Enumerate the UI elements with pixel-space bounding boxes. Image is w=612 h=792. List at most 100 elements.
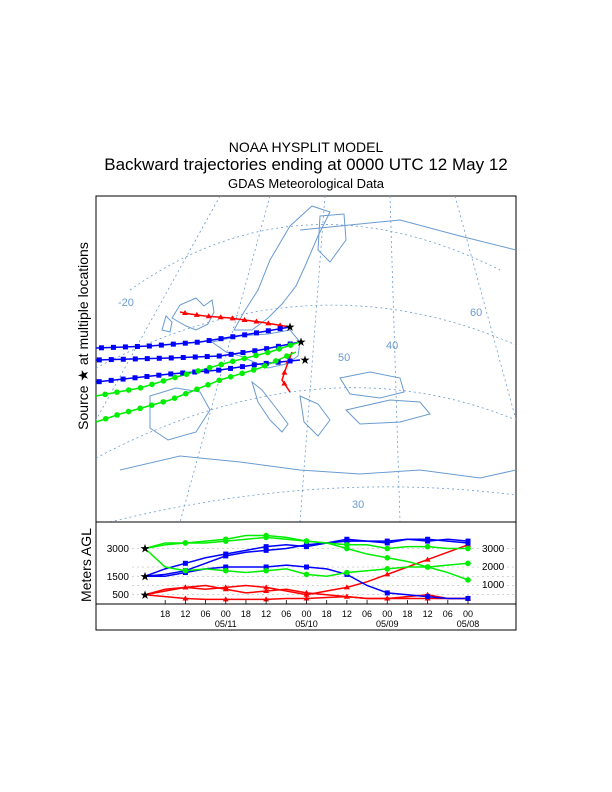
green-circle-marker (465, 577, 471, 583)
blue-square-marker (384, 540, 390, 546)
green-circle-marker (264, 349, 271, 356)
green-circle-marker (182, 390, 189, 397)
blue-square-marker (240, 350, 246, 356)
blue-square-marker (242, 332, 248, 338)
blue-square-marker (465, 538, 471, 544)
blue-square-marker (265, 328, 271, 334)
grid-label: -20 (118, 297, 134, 309)
left-level-label: 3000 (107, 544, 130, 555)
latitude-line-40 (96, 387, 516, 459)
left-level-label: 500 (112, 590, 129, 601)
red-triangle-marker (303, 591, 310, 597)
latitude-line-50 (96, 304, 516, 369)
blue-square-marker (120, 376, 126, 382)
date-tick-label: 05/10 (295, 619, 318, 629)
latitude-line-30 (109, 486, 516, 522)
green-circle-marker (222, 567, 229, 574)
blue-square-marker (251, 362, 257, 368)
red-triangle-marker (182, 595, 189, 601)
green-circle-marker (182, 567, 189, 574)
red-triangle-marker (384, 571, 391, 577)
blue-square-marker (287, 358, 293, 364)
red-triangle-marker (182, 584, 189, 590)
green-circle-marker (137, 405, 143, 412)
coast-ireland (161, 315, 173, 333)
green-circle-marker (171, 395, 178, 401)
blue-square-marker (218, 336, 224, 342)
green-circle-marker (287, 342, 294, 348)
blue-square-marker (228, 351, 234, 357)
green-circle-marker (227, 373, 234, 380)
green-circle-marker (182, 540, 189, 546)
green-circle-marker (344, 545, 350, 552)
green-circle-marker (239, 370, 245, 377)
hour-tick-label: 00 (221, 609, 231, 619)
hour-tick-label: 06 (201, 609, 211, 619)
map-markers-blue (96, 341, 293, 363)
longitude-line-b (179, 196, 271, 522)
green-circle-marker (384, 566, 391, 572)
date-ticks: 05/11 05/10 05/09 05/08 (215, 619, 479, 629)
hour-tick-label: 06 (281, 609, 291, 619)
map-trajectory-red (179, 311, 291, 328)
hour-tick-label: 00 (463, 609, 473, 619)
grid-labels: -20 60 50 40 30 (118, 297, 482, 511)
blue-square-marker (216, 367, 222, 373)
grid-label: 40 (386, 340, 398, 352)
grid-label: 30 (352, 499, 364, 511)
date-tick-label: 05/11 (215, 619, 237, 629)
blue-square-marker (132, 375, 138, 381)
header-title-2: Backward trajectories ending at 0000 UTC… (104, 155, 508, 174)
hour-tick-label: 12 (423, 609, 433, 619)
coast-britain (171, 297, 215, 331)
blue-square-marker (156, 355, 162, 361)
blue-square-marker (144, 356, 150, 362)
star-icon: ★ (140, 542, 151, 556)
map-trajectories (95, 309, 301, 423)
green-circle-marker (465, 560, 471, 567)
green-circle-marker (102, 415, 109, 422)
red-triangle-marker (343, 584, 350, 590)
red-triangle-marker (424, 556, 431, 562)
hour-tick-label: 12 (180, 609, 190, 619)
red-triangle-marker (281, 380, 288, 386)
green-circle-marker (303, 538, 310, 544)
red-triangle-marker (263, 596, 270, 602)
green-circle-marker (160, 378, 167, 384)
blue-square-marker (425, 594, 431, 600)
blue-square-marker (263, 544, 269, 550)
green-circle-marker (263, 567, 269, 574)
blue-square-marker (230, 334, 236, 340)
star-icon: ★ (140, 588, 151, 602)
hour-tick-label: 00 (301, 609, 311, 619)
red-triangle-marker (229, 315, 236, 321)
green-circle-marker (263, 532, 269, 539)
green-circle-marker (102, 391, 108, 398)
green-circle-marker (276, 346, 282, 352)
green-circle-marker (273, 358, 279, 364)
blue-square-marker (132, 356, 138, 362)
red-triangle-marker (181, 309, 188, 315)
green-circle-marker (125, 387, 132, 393)
red-triangle-marker (277, 322, 284, 328)
blue-square-marker (206, 338, 212, 344)
blue-square-marker (182, 340, 188, 346)
coast-black-sea (339, 371, 405, 399)
red-triangle-marker (222, 596, 229, 602)
coast-italy (251, 380, 289, 433)
blue-square-marker (108, 377, 114, 383)
red-triangle-marker (205, 313, 212, 319)
green-circle-marker (284, 353, 290, 359)
blue-square-marker (254, 330, 260, 336)
red-triangle-marker (343, 593, 350, 599)
green-circle-marker (384, 554, 391, 561)
green-circle-marker (172, 374, 178, 381)
blue-square-marker (170, 341, 176, 347)
star-icon: ★ (300, 353, 311, 367)
date-tick-label: 05/09 (376, 619, 399, 629)
blue-square-marker (304, 564, 309, 570)
blue-square-marker (180, 370, 186, 376)
blue-square-marker (110, 344, 116, 350)
blue-square-marker (122, 344, 128, 350)
blue-square-marker (108, 357, 114, 363)
